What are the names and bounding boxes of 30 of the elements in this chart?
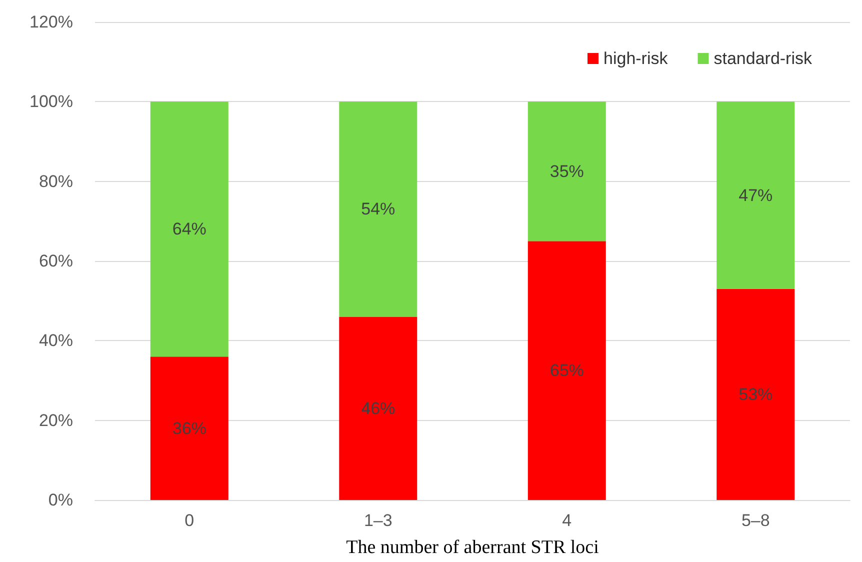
x-tick-label: 5–8 (741, 511, 770, 530)
data-label: 35% (550, 162, 584, 181)
bar (339, 102, 418, 317)
bar (716, 102, 795, 289)
y-tick-label: 20% (38, 410, 73, 430)
data-label: 64% (172, 220, 206, 239)
bar (150, 102, 228, 357)
y-tick-label: 0% (48, 490, 73, 510)
data-label: 65% (550, 361, 584, 380)
x-tick-label: 1–3 (364, 511, 392, 530)
legend-label: high-risk (604, 49, 668, 68)
data-label: 46% (361, 398, 396, 418)
y-tick-label: 60% (38, 252, 73, 270)
x-tick-label: 0 (184, 511, 194, 530)
data-label: 47% (738, 186, 773, 205)
data-label: 53% (738, 384, 773, 404)
legend-label: standard-risk (714, 49, 812, 68)
bar (716, 288, 795, 500)
x-tick-label: 4 (562, 511, 572, 530)
x-axis-title: The number of aberrant STR loci (346, 537, 599, 558)
bar (528, 102, 606, 242)
y-tick-label: 80% (38, 172, 73, 191)
bar (528, 241, 606, 500)
data-label: 36% (172, 418, 206, 438)
data-label: 54% (361, 200, 396, 219)
y-tick-label: 100% (30, 92, 73, 112)
y-tick-label: 40% (38, 331, 73, 350)
bar (339, 316, 418, 500)
bar (150, 356, 228, 500)
y-tick-label: 120% (30, 12, 73, 32)
